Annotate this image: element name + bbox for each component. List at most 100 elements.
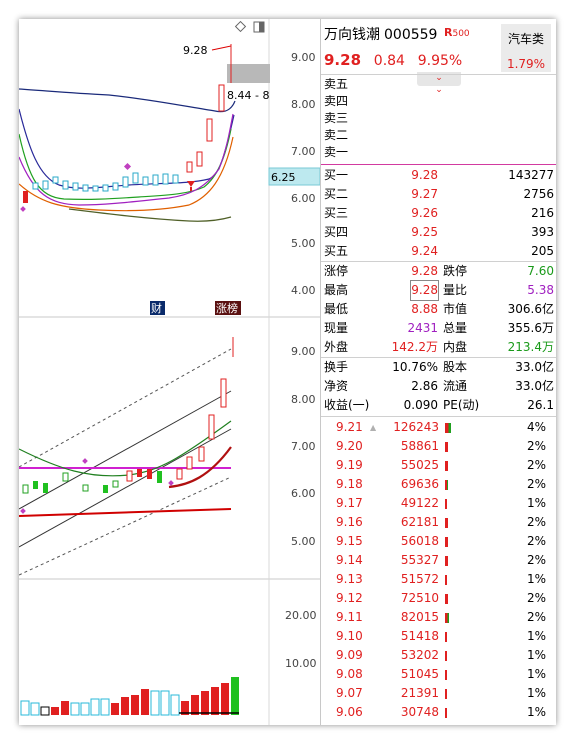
high-marker [211, 45, 232, 51]
ladder-price: 9.06 [336, 705, 363, 719]
ladder-pct: 2% [526, 534, 546, 548]
volume-bar [170, 694, 180, 716]
candle [42, 180, 49, 190]
ladder-row[interactable]: 9.09 53202 1% [321, 646, 556, 665]
diamond-icon[interactable] [234, 20, 247, 33]
ladder-row[interactable]: 9.07 21391 1% [321, 684, 556, 703]
candle [62, 180, 69, 190]
ladder-volume: 55025 [400, 458, 439, 472]
sell-level[interactable]: 卖二 [324, 128, 349, 142]
fund-row: 收益(一) 0.090 PE(动) 26.1 [324, 398, 554, 412]
ladder-row[interactable]: 9.14 55327 2% [321, 551, 556, 570]
buy-level[interactable]: 买一 9.28 143277 [324, 168, 554, 182]
ladder-volume: 53202 [400, 648, 439, 662]
axis-label: 4.00 [291, 284, 316, 297]
ladder-volume: 30748 [400, 705, 439, 719]
ladder-volume-bar [445, 689, 447, 699]
volume-bar [181, 701, 189, 715]
volume-bar [51, 707, 59, 715]
sort-triangle-icon[interactable]: ▲ [370, 423, 377, 432]
volume-bar [201, 691, 209, 715]
panel-toggle-icon[interactable] [253, 21, 265, 33]
candle [172, 174, 179, 184]
svg-text:涨榜: 涨榜 [216, 301, 238, 315]
candle [22, 484, 29, 494]
volume-bar [90, 698, 100, 716]
volume-bar [231, 677, 239, 715]
ladder-price: 9.17 [336, 496, 363, 510]
ladder-volume-bar [445, 556, 448, 566]
trend-curve-red [168, 446, 232, 489]
ladder-pct: 1% [526, 705, 546, 719]
ladder-row[interactable]: 9.17 49122 1% [321, 494, 556, 513]
volume-bar [61, 701, 69, 715]
signal-marker [20, 508, 26, 514]
svg-text:财: 财 [151, 301, 162, 315]
buy-level[interactable]: 买四 9.25 393 [324, 225, 554, 239]
ladder-price: 9.15 [336, 534, 363, 548]
ladder-volume: 51045 [400, 667, 439, 681]
price-change-pct: 9.95% [417, 53, 463, 69]
tag-zhangbang[interactable]: 涨榜 [215, 301, 241, 315]
ladder-volume: 49122 [400, 496, 439, 510]
candle [82, 484, 89, 492]
sell-level[interactable]: 卖一 [324, 145, 349, 159]
ladder-pct: 1% [526, 572, 546, 586]
ma20-line [19, 108, 235, 189]
stock-title: 万向钱潮 000559 [324, 24, 437, 44]
volume-bar [111, 703, 119, 715]
ladder-row[interactable]: 9.06 30748 1% [321, 703, 556, 722]
ladder-pct: 2% [526, 458, 546, 472]
fund-row: 换手 10.76% 股本 33.0亿 [324, 360, 554, 374]
ladder-row[interactable]: 9.20 58861 2% [321, 437, 556, 456]
ladder-row[interactable]: 9.13 51572 1% [321, 570, 556, 589]
ladder-row[interactable]: 9.19 55025 2% [321, 456, 556, 475]
expand-chevron-icon[interactable]: ⌄ ⌄ [417, 72, 461, 95]
buy-level[interactable]: 买二 9.27 2756 [324, 187, 554, 201]
candles-upper [20, 44, 232, 212]
sector-box[interactable]: 汽车类 1.79% [501, 24, 551, 72]
quote-panel: 万向钱潮 000559 R500 9.28 0.84 9.95% 汽车类 1.79… [320, 19, 556, 725]
ladder-row[interactable]: 9.08 51045 1% [321, 665, 556, 684]
sell-level[interactable]: 卖五 [324, 77, 349, 91]
bid-ask-divider [321, 164, 556, 165]
axis-label: 5.00 [291, 535, 316, 548]
ladder-volume-bar [445, 575, 447, 585]
ladder-volume-bar [445, 480, 448, 490]
ladder-pct: 1% [526, 648, 546, 662]
volume-bar [100, 698, 110, 716]
volume-bar [20, 700, 30, 716]
ladder-volume: 51572 [400, 572, 439, 586]
candle [103, 485, 108, 493]
ladder-row[interactable]: 9.21 126243 4% ▲ [321, 418, 556, 437]
ladder-volume: 126243 [393, 420, 439, 434]
candle [157, 471, 162, 483]
candle [62, 472, 69, 482]
signal-marker [168, 480, 174, 486]
candle [147, 469, 152, 479]
candle [126, 470, 133, 482]
buy-level[interactable]: 买五 9.24 205 [324, 244, 554, 258]
ladder-volume-bar [445, 537, 448, 547]
ladder-pct: 2% [526, 477, 546, 491]
stock-name: 万向钱潮 [324, 27, 380, 43]
signal-marker [20, 206, 26, 212]
ladder-volume-bar [445, 461, 448, 471]
ladder-row[interactable]: 9.18 69636 2% [321, 475, 556, 494]
chart-area: 9.00 8.00 7.00 6.00 5.00 4.00 9.00 8.00 … [19, 19, 320, 725]
tag-fin[interactable]: 财 [150, 301, 165, 315]
channel-low [19, 428, 232, 548]
axis-label: 8.00 [291, 98, 316, 111]
ladder-row[interactable]: 9.12 72510 2% [321, 589, 556, 608]
channel-lines [19, 348, 232, 576]
candles-mid [20, 337, 234, 514]
ladder-row[interactable]: 9.10 51418 1% [321, 627, 556, 646]
sell-level[interactable]: 卖四 [324, 94, 349, 108]
buy-level[interactable]: 买三 9.26 216 [324, 206, 554, 220]
ladder-row[interactable]: 9.16 62181 2% [321, 513, 556, 532]
sell-level[interactable]: 卖三 [324, 111, 349, 125]
ladder-row[interactable]: 9.15 56018 2% [321, 532, 556, 551]
ladder-row[interactable]: 9.11 82015 2% [321, 608, 556, 627]
stat-row: 外盘 142.2万 内盘 213.4万 [324, 340, 554, 354]
ladder-price: 9.21 [336, 420, 363, 434]
